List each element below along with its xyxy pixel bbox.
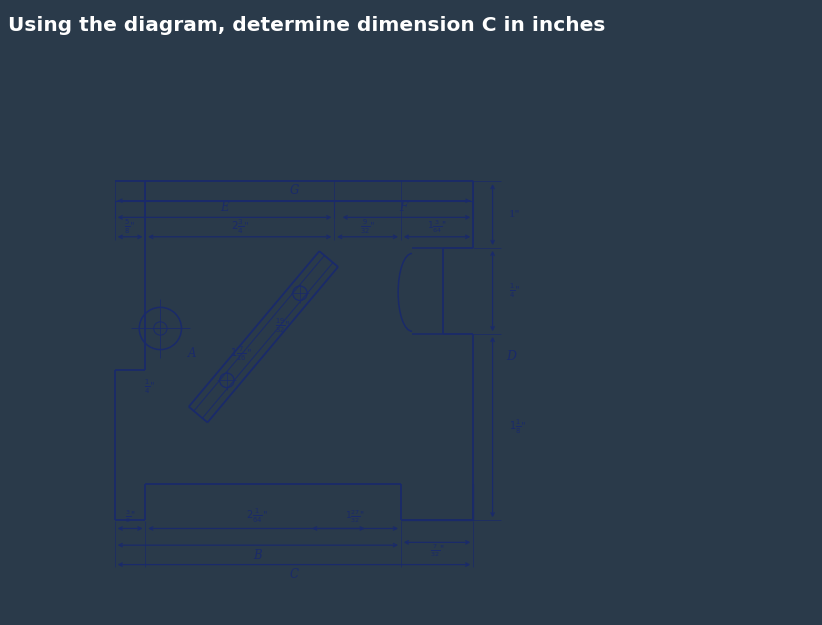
Text: $1\frac{7}{16}$": $1\frac{7}{16}$" (230, 344, 252, 362)
Text: $2\frac{3}{4}$": $2\frac{3}{4}$" (231, 217, 249, 236)
Text: $\frac{1}{4}$": $\frac{1}{4}$" (510, 282, 520, 300)
Text: G: G (289, 184, 298, 198)
Text: C: C (289, 568, 298, 581)
Text: $1\frac{27}{32}$": $1\frac{27}{32}$" (345, 508, 365, 524)
Text: $\frac{9}{32}$": $\frac{9}{32}$" (360, 217, 376, 236)
Text: F: F (399, 201, 408, 214)
Text: $\frac{5}{8}$": $\frac{5}{8}$" (124, 217, 136, 236)
Text: $2\frac{1}{64}$": $2\frac{1}{64}$" (246, 507, 267, 526)
Text: $\frac{7}{32}$": $\frac{7}{32}$" (430, 542, 444, 559)
Text: E: E (220, 201, 229, 214)
Text: B: B (253, 549, 262, 562)
Text: $1\frac{3}{64}$": $1\frac{3}{64}$" (427, 219, 447, 235)
Text: 1": 1" (510, 210, 520, 219)
Text: A: A (188, 347, 196, 360)
Text: $1\frac{1}{8}$": $1\frac{1}{8}$" (510, 418, 527, 436)
Text: $\frac{19}{32}$": $\frac{19}{32}$" (275, 317, 291, 335)
Text: Using the diagram, determine dimension C in inches: Using the diagram, determine dimension C… (8, 16, 606, 34)
Text: $\frac{1}{4}$": $\frac{1}{4}$" (144, 378, 155, 396)
Text: $\frac{3}{8}$": $\frac{3}{8}$" (125, 508, 136, 524)
Text: D: D (506, 350, 516, 362)
